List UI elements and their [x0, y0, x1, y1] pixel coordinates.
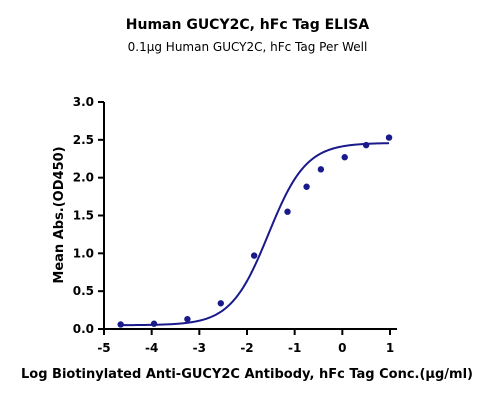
- data-point: [317, 166, 325, 173]
- data-point: [284, 208, 291, 215]
- x-tick-label: -1: [288, 341, 301, 355]
- data-points: [117, 134, 393, 328]
- data-point: [217, 300, 224, 307]
- data-point: [385, 134, 393, 141]
- y-axis-label: Mean Abs.(OD450): [52, 146, 67, 283]
- y-tick-label: 0.0: [73, 322, 94, 336]
- y-tick-label: 1.5: [73, 209, 94, 223]
- chart-title: Human GUCY2C, hFc Tag ELISA: [125, 17, 370, 33]
- x-ticks: -5 -4 -3 -2 -1 0 1: [97, 329, 394, 355]
- y-tick-label: 2.0: [73, 171, 94, 185]
- data-point: [303, 183, 310, 190]
- data-point: [117, 321, 124, 328]
- y-tick-label: 2.5: [73, 133, 94, 147]
- data-point: [184, 315, 191, 323]
- data-point: [150, 320, 158, 327]
- y-tick-label: 0.5: [73, 284, 94, 298]
- axes: [103, 102, 397, 330]
- x-tick-label: 0: [338, 341, 346, 355]
- y-tick-label: 1.0: [73, 246, 94, 260]
- x-tick-label: -5: [97, 341, 110, 355]
- y-ticks: 0.0 0.5 1.0 1.5 2.0 2.5 3.0: [73, 95, 104, 336]
- fit-curve: [120, 142, 390, 327]
- chart-subtitle: 0.1μg Human GUCY2C, hFc Tag Per Well: [127, 40, 368, 54]
- x-axis-label: Log Biotinylated Anti-GUCY2C Antibody, h…: [21, 367, 473, 382]
- data-point: [341, 154, 348, 161]
- data-point: [362, 141, 370, 149]
- x-tick-label: -3: [193, 341, 206, 355]
- data-point: [250, 252, 258, 259]
- x-tick-label: 1: [386, 341, 394, 355]
- x-tick-label: -4: [145, 341, 158, 355]
- x-tick-label: -2: [240, 341, 253, 355]
- y-tick-label: 3.0: [73, 95, 94, 109]
